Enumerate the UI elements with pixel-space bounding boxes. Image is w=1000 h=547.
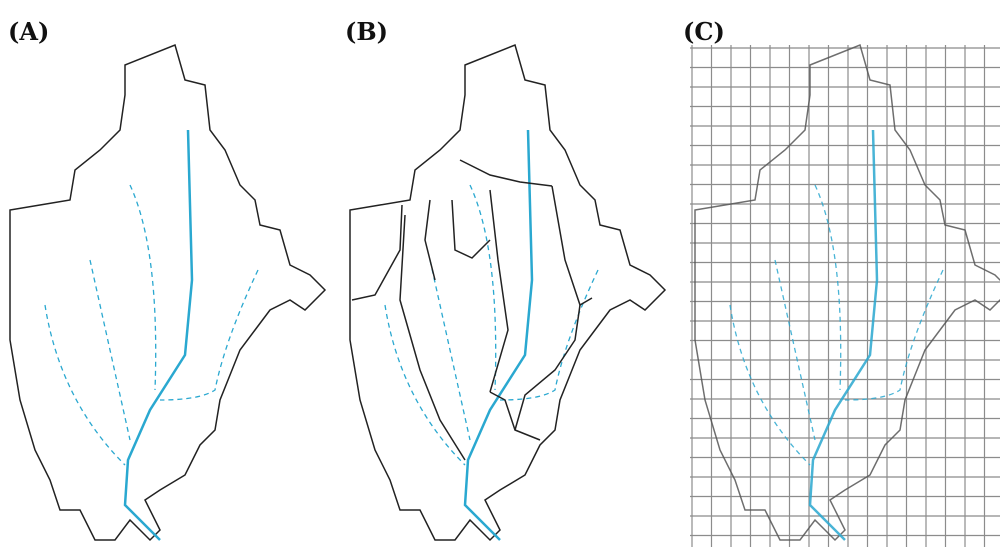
panel-label: (C) <box>683 17 725 46</box>
panel-label: (B) <box>345 17 388 46</box>
watershed-b <box>348 43 667 542</box>
panel-label: (A) <box>8 17 49 46</box>
watershed-a <box>8 43 327 542</box>
grid <box>690 45 1000 547</box>
